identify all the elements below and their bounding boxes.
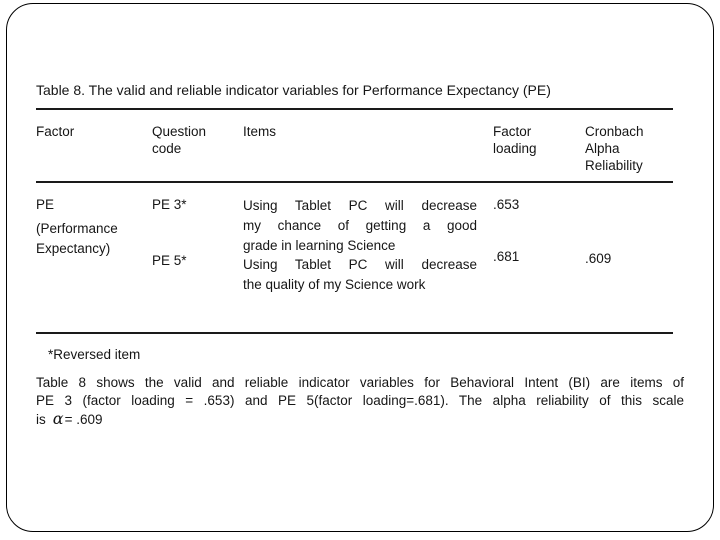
summary-alpha-value: = .609 — [64, 412, 103, 427]
factor-loading-pe3: .653 — [493, 197, 520, 212]
item-line: my chance of getting a good — [243, 218, 477, 233]
factor-name: PE — [36, 197, 55, 212]
footnote-reversed-item: *Reversed item — [48, 347, 141, 362]
summary-line-3: is α= .609 — [36, 410, 684, 429]
table-header-row: Factor Question code Items Factor loadin… — [36, 108, 673, 183]
summary-paragraph: Table 8 shows the valid and reliable ind… — [36, 374, 684, 429]
summary-line-2: PE 3 (factor loading = .653) and PE 5(fa… — [36, 393, 684, 408]
header-factor-loading: Factor loading — [493, 124, 537, 156]
question-code-pe5: PE 5* — [152, 253, 187, 268]
table-body: PE (Performance Expectancy) PE 3* Using … — [36, 183, 673, 334]
item-text-pe5: Using Tablet PC will decrease the qualit… — [243, 247, 493, 332]
summary-line-1: Table 8 shows the valid and reliable ind… — [36, 375, 684, 390]
header-factor: Factor — [36, 124, 75, 139]
factor-cell: PE (Performance Expectancy) — [36, 183, 152, 332]
item-line: grade in learning Science — [243, 238, 396, 253]
table-title: Table 8. The valid and reliable indicato… — [36, 82, 551, 98]
item-text-pe3: Using Tablet PC will decrease my chance … — [243, 183, 493, 253]
item-line: the quality of my Science work — [243, 277, 426, 292]
factor-detail: (Performance Expectancy) — [36, 221, 118, 256]
reliability-pe3 — [585, 183, 673, 247]
reliability-pe5: .609 — [585, 251, 612, 266]
header-question-code: Question code — [152, 124, 207, 156]
item-line: Using Tablet PC will decrease — [243, 198, 477, 213]
header-cronbach-alpha: Cronbach Alpha Reliability — [585, 124, 644, 173]
summary-last-prefix: is — [36, 412, 46, 427]
item-line: Using Tablet PC will decrease — [243, 257, 477, 272]
question-code-pe3: PE 3* — [152, 197, 187, 212]
alpha-symbol: α — [52, 409, 64, 428]
header-items: Items — [243, 124, 277, 139]
factor-loading-pe5: .681 — [493, 249, 520, 264]
